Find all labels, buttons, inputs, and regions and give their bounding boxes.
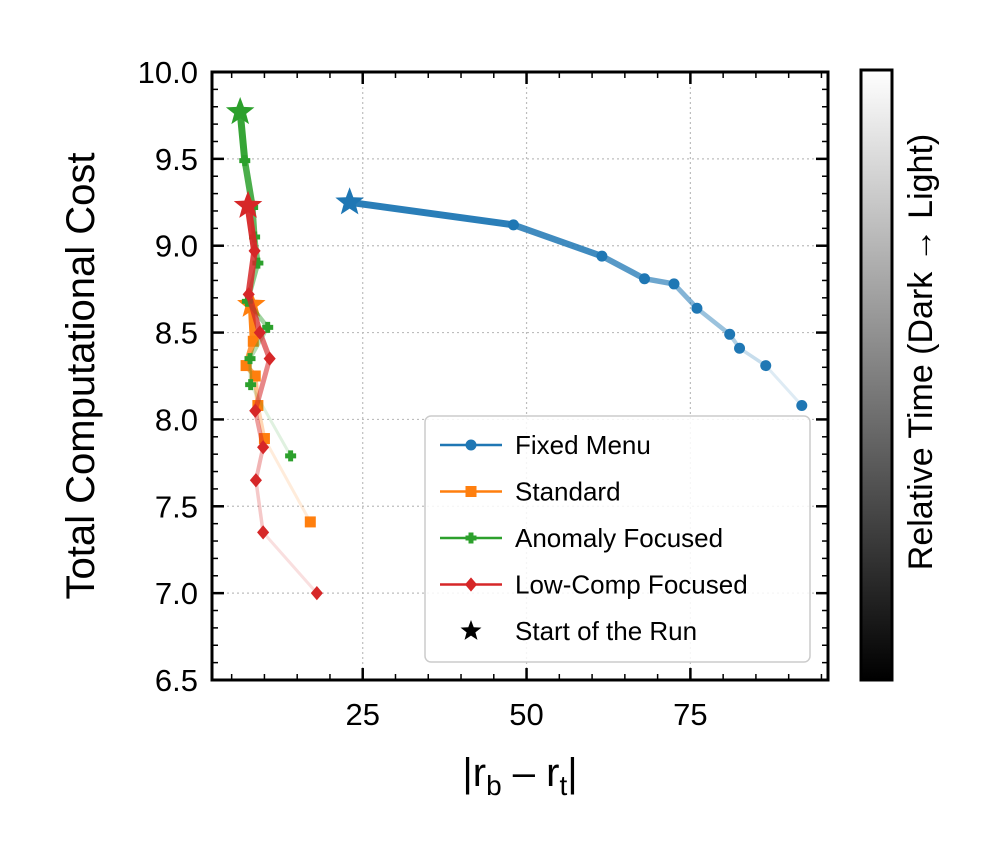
start-marker bbox=[225, 96, 255, 125]
x-axis-label-sub-b: b bbox=[486, 770, 502, 801]
series-low-comp-focused bbox=[233, 190, 323, 601]
legend-label: Standard bbox=[515, 477, 621, 507]
legend-entry: Anomaly Focused bbox=[440, 523, 723, 553]
y-tick-label: 6.5 bbox=[155, 663, 198, 698]
y-tick-label: 8.5 bbox=[155, 316, 198, 351]
data-point bbox=[245, 379, 257, 391]
legend-marker bbox=[465, 532, 477, 544]
data-point bbox=[734, 342, 746, 354]
data-point bbox=[247, 335, 259, 347]
data-point bbox=[304, 516, 316, 528]
series-segment bbox=[254, 478, 265, 535]
data-point bbox=[249, 403, 262, 418]
x-axis-label-close: | bbox=[567, 751, 577, 795]
legend-label: Low-Comp Focused bbox=[515, 570, 748, 600]
legend-marker bbox=[464, 577, 478, 592]
x-tick-label: 50 bbox=[509, 697, 543, 732]
series-segment bbox=[598, 253, 648, 282]
x-axis-label-mid: – r bbox=[502, 751, 560, 795]
legend-marker bbox=[465, 486, 477, 497]
legend-entry: Start of the Run bbox=[460, 616, 697, 646]
legend: Fixed Menu Standard Anomaly Focused Low-Com… bbox=[424, 415, 811, 663]
data-point bbox=[257, 440, 270, 455]
data-point bbox=[262, 321, 274, 333]
series-segment bbox=[262, 437, 312, 524]
series-fixed-menu bbox=[335, 187, 808, 412]
data-point bbox=[240, 360, 252, 372]
legend-label: Fixed Menu bbox=[515, 430, 651, 460]
data-point bbox=[760, 360, 772, 372]
series-segment bbox=[764, 364, 804, 408]
series-segment bbox=[694, 306, 732, 337]
y-tick-labels: 6.5 7.0 7.5 8.0 8.5 9.0 9.5 10.0 bbox=[138, 55, 198, 698]
data-point bbox=[249, 473, 262, 488]
data-point bbox=[796, 400, 808, 412]
series-segment bbox=[245, 247, 258, 298]
series-segment bbox=[252, 356, 273, 414]
y-tick-label: 10.0 bbox=[138, 55, 198, 90]
data-point bbox=[257, 525, 270, 540]
x-tick-label: 75 bbox=[673, 697, 707, 732]
data-point bbox=[244, 353, 256, 365]
data-point bbox=[253, 325, 266, 340]
series-segment bbox=[346, 198, 517, 229]
start-marker bbox=[335, 187, 364, 215]
data-point bbox=[668, 278, 680, 290]
series-segment bbox=[244, 202, 259, 255]
data-point bbox=[258, 433, 270, 445]
y-tick-label: 7.5 bbox=[155, 489, 198, 524]
series-layer bbox=[225, 96, 808, 601]
series-segment bbox=[236, 108, 249, 165]
data-point bbox=[241, 295, 253, 307]
data-point bbox=[239, 155, 251, 167]
series-segment bbox=[671, 281, 700, 311]
x-tick-label: 25 bbox=[345, 697, 379, 732]
data-point bbox=[285, 450, 297, 462]
legend-entry: Fixed Menu bbox=[440, 430, 651, 460]
data-point bbox=[639, 273, 651, 285]
x-axis-label: |rb – rt| bbox=[462, 751, 577, 801]
legend-label: Start of the Run bbox=[515, 616, 697, 646]
y-tick-label: 8.0 bbox=[155, 402, 198, 437]
data-point bbox=[310, 585, 323, 601]
legend-marker bbox=[460, 620, 482, 640]
legend-entry: Low-Comp Focused bbox=[440, 570, 748, 600]
legend-label: Anomaly Focused bbox=[515, 523, 723, 553]
series-segment bbox=[261, 530, 319, 595]
colorbar: Relative Time (Dark → Light) bbox=[859, 68, 940, 682]
data-point bbox=[252, 257, 264, 269]
data-point bbox=[691, 302, 703, 314]
series-standard bbox=[237, 289, 316, 528]
data-point bbox=[248, 243, 261, 259]
plot-frame bbox=[210, 70, 830, 682]
y-tick-label: 9.0 bbox=[155, 229, 198, 264]
data-point bbox=[507, 219, 519, 231]
data-point bbox=[249, 370, 261, 382]
colorbar-gradient bbox=[859, 68, 894, 682]
data-point bbox=[724, 328, 736, 340]
series-segment bbox=[510, 221, 606, 260]
legend-box bbox=[424, 415, 811, 663]
legend-marker bbox=[465, 439, 477, 451]
x-axis-label-open: |r bbox=[462, 751, 486, 795]
data-point bbox=[263, 351, 276, 366]
y-axis-label: Total Computational Cost bbox=[59, 153, 103, 600]
y-tick-label: 7.0 bbox=[155, 576, 198, 611]
x-axis-label-sub-t: t bbox=[559, 770, 567, 801]
data-point bbox=[242, 287, 255, 302]
series-segment bbox=[253, 408, 266, 450]
data-point bbox=[596, 250, 608, 262]
start-marker bbox=[233, 190, 263, 218]
series-segment bbox=[245, 291, 263, 336]
legend-entry: Standard bbox=[440, 477, 621, 507]
x-tick-labels: 25 50 75 bbox=[345, 697, 707, 732]
colorbar-label: Relative Time (Dark → Light) bbox=[902, 134, 940, 570]
y-tick-label: 9.5 bbox=[155, 142, 198, 177]
